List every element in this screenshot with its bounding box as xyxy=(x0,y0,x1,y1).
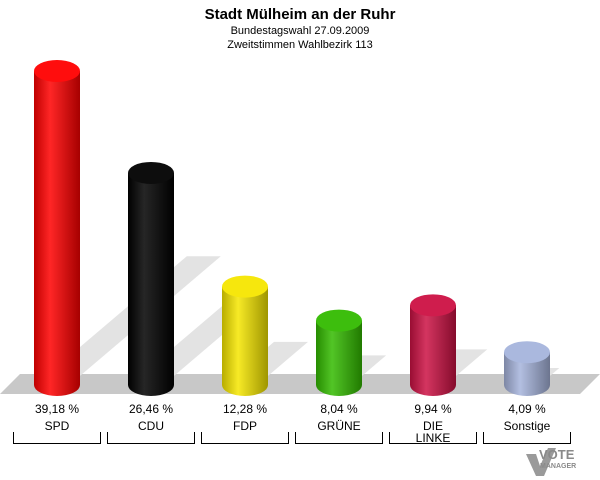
value-label: 26,46 % xyxy=(128,402,174,416)
chart-subtitle-district: Zweitstimmen Wahlbezirk 113 xyxy=(227,39,373,51)
category-label: Sonstige xyxy=(503,419,551,433)
bar-cdu xyxy=(128,172,174,396)
category-label: FDP xyxy=(233,419,257,433)
value-label: 4,09 % xyxy=(508,402,546,416)
bar-top-cap xyxy=(410,294,456,317)
value-label: 9,94 % xyxy=(414,402,452,416)
value-label: 8,04 % xyxy=(320,402,358,416)
bar-top-cap xyxy=(504,341,550,364)
logo-text-manager: MANAGER xyxy=(540,463,577,470)
value-label: 39,18 % xyxy=(34,402,80,416)
logo-text-vote: VOTE xyxy=(539,447,575,462)
category-bracket xyxy=(201,432,289,444)
value-label: 12,28 % xyxy=(222,402,268,416)
bar-grüne xyxy=(316,320,362,396)
category-label: CDU xyxy=(138,419,164,433)
bar-top-cap xyxy=(222,275,268,298)
bar-fdp xyxy=(222,286,268,396)
chart-subtitle-election: Bundestagswahl 27.09.2009 xyxy=(230,25,370,37)
category-bracket xyxy=(107,432,195,444)
category-bracket xyxy=(483,432,571,444)
category-bracket xyxy=(13,432,101,444)
bar-sonstige xyxy=(504,352,550,396)
bar-top-cap xyxy=(316,309,362,332)
bar-die-linke xyxy=(410,305,456,396)
category-label: SPD xyxy=(44,419,70,433)
bar-top-cap xyxy=(34,60,80,82)
category-bracket xyxy=(389,432,477,444)
bar-top-cap xyxy=(128,161,174,184)
bar-spd xyxy=(34,71,80,396)
vote-manager-logo xyxy=(522,440,600,480)
category-label: DIE LINKE xyxy=(415,419,451,445)
category-bracket xyxy=(295,432,383,444)
category-label: GRÜNE xyxy=(317,419,361,433)
chart-title: Stadt Mülheim an der Ruhr xyxy=(204,6,396,23)
